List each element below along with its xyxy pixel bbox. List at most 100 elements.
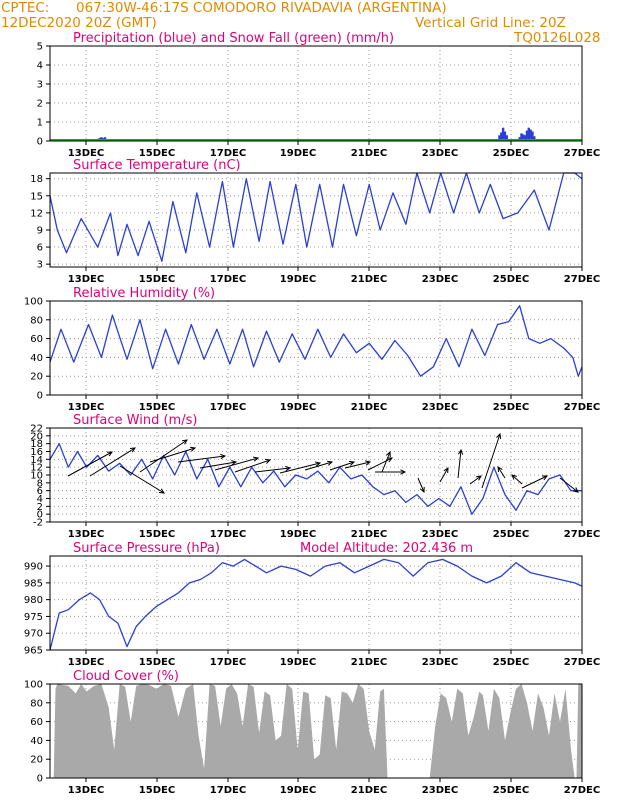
x-tick-label: 25DEC	[493, 657, 529, 668]
x-tick-label: 19DEC	[280, 529, 316, 540]
x-tick-label: 19DEC	[280, 657, 316, 668]
x-tick-label: 23DEC	[422, 402, 458, 413]
header-location: 067:30W-46:17S COMODORO RIVADAVIA (ARGEN…	[76, 0, 447, 16]
wind-arrows	[67, 432, 579, 494]
x-tick-label: 25DEC	[493, 402, 529, 413]
x-tick-label: 13DEC	[68, 274, 104, 285]
wind-arrowhead	[542, 475, 549, 481]
header-gridline: Vertical Grid Line: 20Z	[415, 15, 566, 31]
wind-arrow	[199, 461, 237, 469]
y-tick-label: 15	[30, 191, 43, 202]
series-line	[49, 305, 583, 377]
y-tick-label: 0	[37, 774, 43, 785]
x-tick-label: 25DEC	[493, 274, 529, 285]
panel-frame	[49, 45, 583, 142]
x-tick-label: 23DEC	[422, 274, 458, 285]
x-tick-label: 27DEC	[564, 657, 600, 668]
y-tick-label: 985	[24, 578, 43, 589]
x-tick-label: 23DEC	[422, 529, 458, 540]
precip-bar	[531, 131, 534, 141]
panel-title: Surface Pressure (hPa)	[73, 541, 220, 556]
wind-arrow	[344, 461, 371, 469]
wind-arrow	[304, 461, 333, 471]
precip-bar	[522, 134, 525, 141]
x-tick-label: 17DEC	[210, 148, 246, 159]
x-tick-label: 15DEC	[139, 274, 175, 285]
y-tick-label: 980	[24, 595, 43, 606]
y-tick-label: 60	[30, 717, 43, 728]
panel-2: 3 6 9 12 15 18 13DEC 15DEC 17DEC 19DEC 21DEC 23DEC 2…	[30, 158, 600, 285]
precip-bar	[533, 136, 536, 141]
x-tick-label: 15DEC	[139, 148, 175, 159]
y-tick-label: 80	[30, 698, 43, 709]
y-tick-label: 20	[30, 755, 43, 766]
y-tick-label: 4	[37, 494, 43, 505]
y-tick-label: 1	[37, 118, 43, 129]
wind-arrowhead	[285, 465, 292, 472]
y-tick-label: 100	[24, 297, 43, 308]
x-tick-label: 13DEC	[68, 657, 104, 668]
panel-title: Precipitation (blue) and Snow Fall (gree…	[73, 31, 394, 46]
y-tick-label: 5	[37, 42, 43, 53]
x-tick-label: 15DEC	[139, 785, 175, 796]
wind-arrow	[177, 455, 226, 463]
panel-5: 965 970 975 980 985 990 13DEC 15DEC 17DEC 19DEC 21…	[24, 541, 600, 668]
wind-arrow	[214, 457, 259, 471]
panel-title: Relative Humidity (%)	[73, 286, 215, 301]
wind-arrow	[497, 466, 506, 479]
x-tick-label: 25DEC	[493, 529, 529, 540]
grid	[50, 556, 582, 650]
wind-arrow	[559, 477, 579, 493]
y-tick-label: 80	[30, 315, 43, 326]
wind-arrow	[119, 465, 165, 494]
precip-bar	[523, 135, 527, 141]
wind-arrow	[254, 467, 291, 473]
wind-arrowhead	[129, 447, 136, 453]
x-tick-label: 19DEC	[280, 148, 316, 159]
series-line	[49, 558, 583, 651]
wind-arrowhead	[327, 460, 334, 466]
wind-arrowhead	[106, 451, 113, 457]
wind-arrow	[417, 477, 425, 493]
precip-bar	[503, 131, 507, 141]
x-tick-label: 17DEC	[210, 402, 246, 413]
y-tick-label: 0	[37, 137, 43, 148]
x-tick-label: 23DEC	[422, 785, 458, 796]
wind-arrow	[457, 449, 462, 479]
x-tick-label: 19DEC	[280, 402, 316, 413]
grid	[50, 46, 582, 141]
header-datetime: 12DEC2020 20Z (GMT)	[1, 15, 157, 31]
y-tick-label: 40	[30, 736, 43, 747]
precip-bar	[505, 135, 508, 141]
wind-arrow	[469, 475, 482, 485]
x-tick-label: 15DEC	[139, 402, 175, 413]
x-tick-label: 17DEC	[210, 785, 246, 796]
y-tick-label: 40	[30, 353, 43, 364]
panel-frame	[49, 683, 583, 779]
x-tick-label: 21DEC	[351, 402, 387, 413]
wind-arrowhead	[476, 475, 482, 481]
header-code: TQ0126L028	[514, 30, 601, 46]
x-tick-label: 21DEC	[351, 785, 387, 796]
panel-frame	[49, 555, 583, 651]
y-tick-label: 6	[37, 243, 43, 254]
y-tick-label: 6	[37, 486, 43, 497]
x-tick-label: 25DEC	[493, 148, 529, 159]
wind-arrow	[139, 439, 188, 473]
y-tick-label: 8	[37, 478, 43, 489]
panel-frame	[49, 172, 583, 268]
y-tick-label: 10	[30, 471, 43, 482]
wind-arrowhead	[190, 446, 197, 452]
wind-arrow	[234, 459, 271, 473]
precip-bar	[501, 127, 505, 141]
precip-bar	[527, 127, 530, 141]
wind-arrow	[439, 467, 449, 483]
wind-arrowhead	[511, 474, 517, 480]
x-tick-label: 23DEC	[422, 148, 458, 159]
wind-arrowhead	[253, 456, 260, 462]
y-tick-label: 18	[30, 439, 43, 450]
precip-bar	[500, 132, 503, 141]
wind-arrowhead	[231, 460, 238, 466]
panel-title: Cloud Cover (%)	[73, 669, 179, 684]
